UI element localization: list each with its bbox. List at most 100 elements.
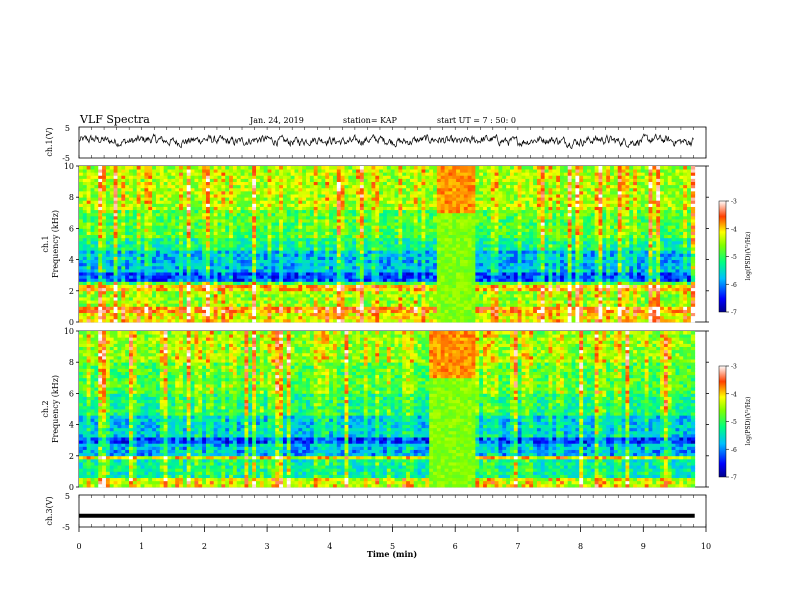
spectrogram-cell	[179, 265, 184, 270]
spectrogram-cell	[198, 169, 203, 173]
spectrogram-cell	[113, 303, 118, 307]
spectrogram-cell	[344, 187, 349, 192]
spectrogram-cell	[229, 209, 234, 214]
spectrogram-cell	[302, 265, 307, 270]
spectrogram-cell	[433, 256, 438, 260]
spectrogram-cell	[344, 303, 349, 307]
spectrogram-cell	[329, 240, 334, 245]
spectrogram-cell	[221, 318, 226, 323]
spectrogram-cell	[313, 309, 318, 314]
spectrogram-cell	[329, 303, 334, 307]
spectrogram-cell	[167, 190, 172, 195]
spectrogram-cell	[359, 303, 365, 307]
spectrogram-cell	[105, 309, 111, 314]
spectrogram-cell	[298, 197, 303, 201]
spectrogram-cell	[436, 244, 442, 248]
spectrogram-cell	[236, 222, 242, 226]
spectrogram-cell	[240, 268, 245, 273]
spectrogram-cell	[167, 203, 172, 207]
spectrogram-cell	[244, 184, 249, 189]
spectrogram-cell	[440, 284, 445, 289]
spectrogram-cell	[113, 268, 118, 273]
spectrogram-cell	[171, 281, 176, 285]
spectrogram-cell	[155, 172, 161, 176]
spectrogram-cell	[132, 244, 138, 248]
spectrogram-cell	[321, 187, 326, 192]
spectrogram-cell	[421, 278, 426, 282]
spectrogram-cell	[182, 228, 188, 232]
spectrogram-cell	[348, 231, 353, 236]
spectrogram-cell	[429, 253, 434, 257]
spectrogram-cell	[132, 219, 138, 223]
spectrogram-cell	[294, 200, 299, 204]
spectrogram-cell	[244, 197, 249, 201]
spectrogram-cell	[259, 231, 265, 236]
spectrogram-cell	[309, 262, 315, 267]
spectrogram-cell	[348, 287, 353, 292]
spectrogram-cell	[383, 190, 388, 195]
spectrogram-cell	[244, 234, 249, 239]
spectrogram-cell	[356, 306, 361, 310]
spectrogram-cell	[113, 178, 118, 182]
spectrogram-cell	[429, 306, 434, 310]
spectrogram-cell	[125, 293, 130, 298]
spectrogram-cell	[256, 231, 261, 236]
spectrogram-cell	[259, 244, 265, 248]
spectrogram-cell	[82, 268, 88, 273]
spectrogram-cell	[248, 203, 253, 207]
spectrogram-cell	[406, 275, 411, 279]
spectrogram-cell	[413, 293, 419, 298]
spectrogram-cell	[256, 200, 261, 204]
spectrogram-cell	[175, 209, 180, 214]
spectrogram-cell	[425, 293, 430, 298]
spectrogram-cell	[444, 200, 449, 204]
spectrogram-cell	[317, 315, 322, 320]
spectrogram-cell	[209, 206, 215, 211]
spectrogram-cell	[375, 253, 380, 257]
spectrogram-cell	[86, 175, 91, 179]
spectrogram-cell	[102, 194, 107, 198]
spectrogram-cell	[402, 237, 407, 242]
spectrogram-cell	[79, 284, 84, 289]
spectrogram-cell	[205, 209, 211, 214]
spectrogram-cell	[244, 200, 249, 204]
spectrogram-cell	[321, 194, 326, 198]
spectrogram-cell	[383, 206, 388, 211]
spectrogram-cell	[436, 303, 442, 307]
spectrogram-cell	[413, 256, 419, 260]
spectrogram-cell	[113, 293, 118, 298]
spectrogram-cell	[440, 290, 445, 295]
spectrogram-cell	[394, 272, 399, 276]
spectrogram-cell	[159, 219, 165, 223]
spectrogram-cell	[109, 253, 115, 257]
spectrogram-cell	[421, 175, 426, 179]
spectrogram-cell	[121, 300, 126, 304]
spectrogram-cell	[279, 293, 284, 298]
spectrogram-cell	[456, 315, 461, 320]
spectrogram-cell	[171, 181, 176, 186]
spectrogram-cell	[179, 228, 184, 232]
spectrogram-cell	[175, 219, 180, 223]
spectrogram-cell	[267, 287, 272, 292]
spectrogram-cell	[321, 297, 326, 301]
spectrogram-cell	[248, 184, 253, 189]
spectrogram-cell	[152, 206, 157, 211]
spectrogram-cell	[217, 309, 222, 314]
spectrogram-cell	[298, 259, 303, 264]
spectrogram-cell	[221, 231, 226, 236]
spectrogram-cell	[275, 228, 280, 232]
spectrogram-cell	[271, 197, 276, 201]
spectrogram-cell	[459, 237, 465, 242]
spectrogram-cell	[225, 244, 230, 248]
spectrogram-cell	[194, 240, 199, 245]
spectrogram-cell	[140, 225, 145, 229]
spectrogram-cell	[148, 200, 153, 204]
spectrogram-cell	[290, 181, 295, 186]
spectrogram-cell	[136, 309, 141, 314]
spectrogram-cell	[213, 290, 218, 295]
spectrogram-cell	[175, 172, 180, 176]
spectrogram-cell	[105, 222, 111, 226]
spectrogram-cell	[309, 200, 315, 204]
spectrogram-cell	[309, 293, 315, 298]
spectrogram-cell	[144, 234, 149, 239]
